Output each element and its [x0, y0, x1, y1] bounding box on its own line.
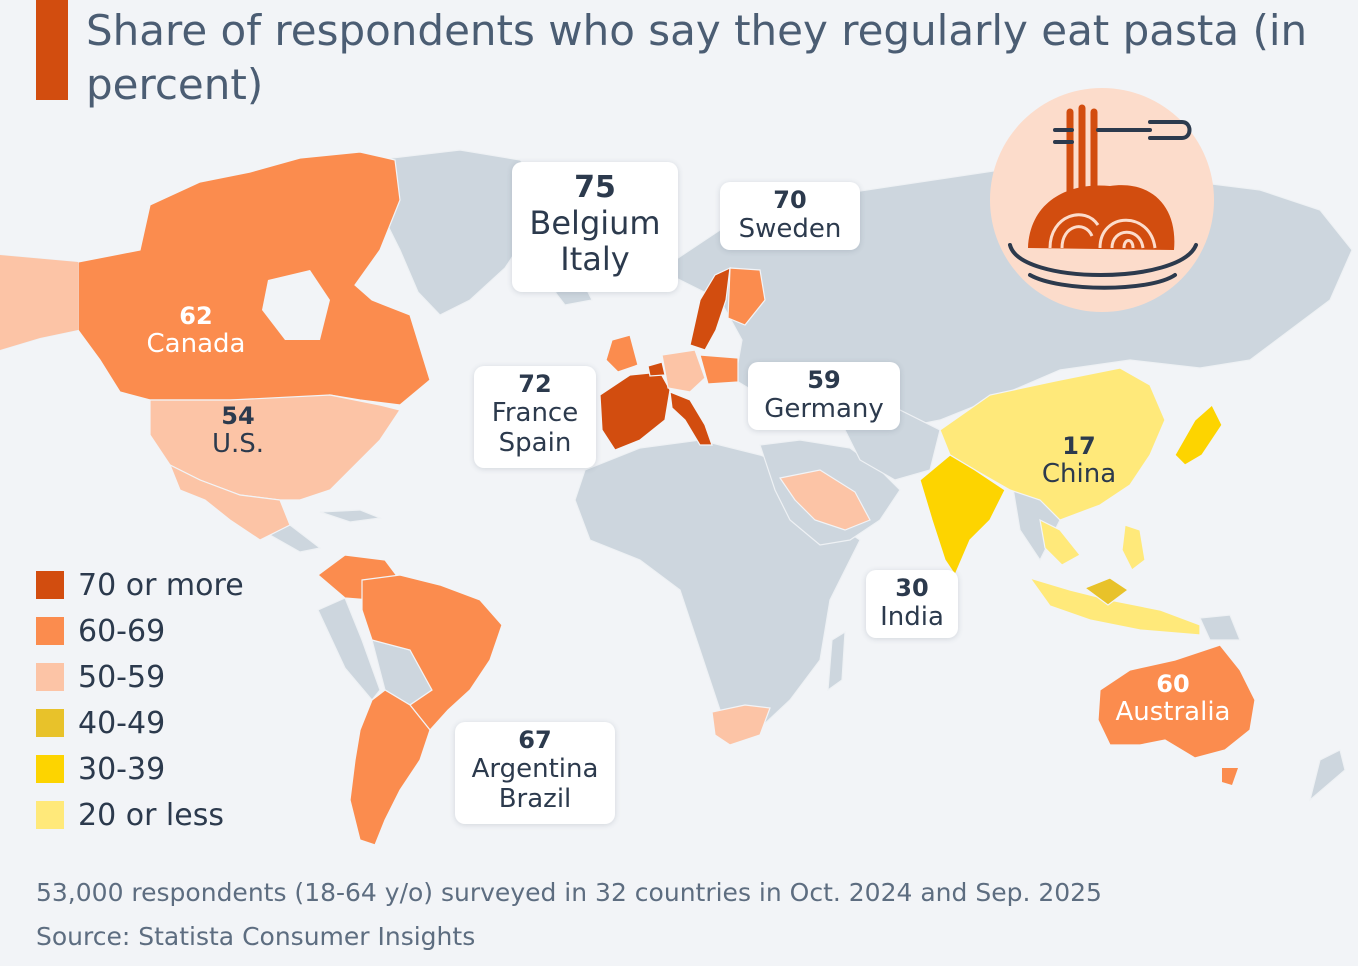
region-southeast-asia-colored — [1039, 518, 1081, 566]
legend-label: 40-49 — [78, 705, 166, 741]
country-malaysia — [1083, 577, 1130, 606]
legend-swatch — [36, 571, 64, 599]
legend-label: 20 or less — [78, 797, 224, 833]
label-australia-name: Australia — [1115, 697, 1231, 727]
caribbean — [319, 509, 383, 523]
label-us: 54 U.S. — [188, 402, 288, 458]
country-argentina — [349, 689, 431, 846]
label-china-name: China — [1041, 459, 1117, 489]
country-png — [1199, 614, 1241, 641]
title-accent-bar — [36, 0, 68, 100]
label-canada-name: Canada — [146, 329, 246, 359]
callout-sweden: 70 Sweden — [720, 182, 860, 250]
legend-item: 50-59 — [36, 654, 244, 700]
callout-argentina-brazil-line2: Brazil — [498, 784, 572, 814]
callout-germany: 59 Germany — [748, 362, 900, 430]
hudson-bay — [262, 270, 330, 340]
callout-belgium-italy-value: 75 — [574, 170, 616, 205]
country-italy — [669, 391, 713, 446]
country-uk — [605, 334, 639, 373]
country-australia — [1097, 644, 1256, 759]
legend-swatch — [36, 801, 64, 829]
callout-belgium-italy: 75 Belgium Italy — [512, 162, 678, 292]
country-finland — [727, 267, 766, 326]
legend-item: 20 or less — [36, 792, 244, 838]
callout-belgium-italy-line1: Belgium — [529, 204, 661, 242]
label-australia-value: 60 — [1156, 670, 1190, 698]
callout-france-spain: 72 France Spain — [474, 366, 596, 468]
country-belgium — [647, 361, 666, 377]
callout-france-spain-line1: France — [491, 398, 579, 428]
legend-item: 40-49 — [36, 700, 244, 746]
country-indonesia — [1028, 576, 1201, 636]
label-canada: 62 Canada — [130, 302, 262, 358]
callout-sweden-line1: Sweden — [738, 214, 842, 244]
label-us-value: 54 — [221, 402, 255, 430]
legend-swatch — [36, 755, 64, 783]
label-australia: 60 Australia — [1108, 670, 1238, 726]
pasta-icon — [990, 88, 1214, 312]
country-new-zealand — [1308, 749, 1346, 802]
legend-swatch — [36, 617, 64, 645]
callout-argentina-brazil-value: 67 — [518, 726, 552, 754]
callout-argentina-brazil: 67 Argentina Brazil — [455, 722, 615, 824]
colored-countries — [0, 151, 1256, 846]
legend-label: 30-39 — [78, 751, 166, 787]
country-mexico — [168, 463, 291, 541]
legend: 70 or more 60-69 50-59 40-49 30-39 20 or… — [36, 562, 244, 838]
country-japan — [1174, 404, 1223, 466]
label-us-name: U.S. — [211, 429, 265, 459]
country-germany — [661, 349, 706, 393]
callout-sweden-value: 70 — [773, 186, 807, 214]
country-south-africa — [711, 704, 771, 746]
callout-india-line1: India — [880, 602, 944, 632]
chart-title: Share of respondents who say they regula… — [86, 6, 1308, 109]
footer-note: 53,000 respondents (18-64 y/o) surveyed … — [36, 878, 1102, 907]
callout-germany-line1: Germany — [764, 394, 884, 424]
callout-india-value: 30 — [895, 574, 929, 602]
label-china-value: 17 — [1062, 432, 1096, 460]
country-sweden — [689, 266, 731, 351]
country-india — [919, 454, 1006, 577]
callout-belgium-italy-line2: Italy — [560, 240, 630, 278]
country-brazil — [361, 574, 503, 731]
callout-france-spain-value: 72 — [518, 370, 552, 398]
legend-label: 50-59 — [78, 659, 166, 695]
country-alaska-colored — [0, 255, 78, 350]
label-china: 17 China — [1024, 432, 1134, 488]
legend-label: 70 or more — [78, 567, 244, 603]
country-philippines — [1121, 524, 1146, 571]
callout-germany-value: 59 — [807, 366, 841, 394]
callout-argentina-brazil-line1: Argentina — [471, 754, 599, 784]
legend-item: 60-69 — [36, 608, 244, 654]
legend-swatch — [36, 663, 64, 691]
label-canada-value: 62 — [179, 302, 213, 330]
legend-label: 60-69 — [78, 613, 166, 649]
country-tasmania — [1222, 768, 1238, 785]
callout-india: 30 India — [866, 570, 958, 638]
footer-source: Source: Statista Consumer Insights — [36, 922, 476, 951]
country-saudi-arabia — [778, 469, 871, 531]
callout-france-spain-line2: Spain — [498, 428, 572, 458]
country-madagascar — [827, 630, 846, 692]
legend-swatch — [36, 709, 64, 737]
legend-item: 70 or more — [36, 562, 244, 608]
country-china — [939, 367, 1166, 521]
legend-item: 30-39 — [36, 746, 244, 792]
country-canada — [77, 151, 431, 406]
country-france-spain — [599, 371, 671, 451]
country-poland — [699, 354, 739, 385]
